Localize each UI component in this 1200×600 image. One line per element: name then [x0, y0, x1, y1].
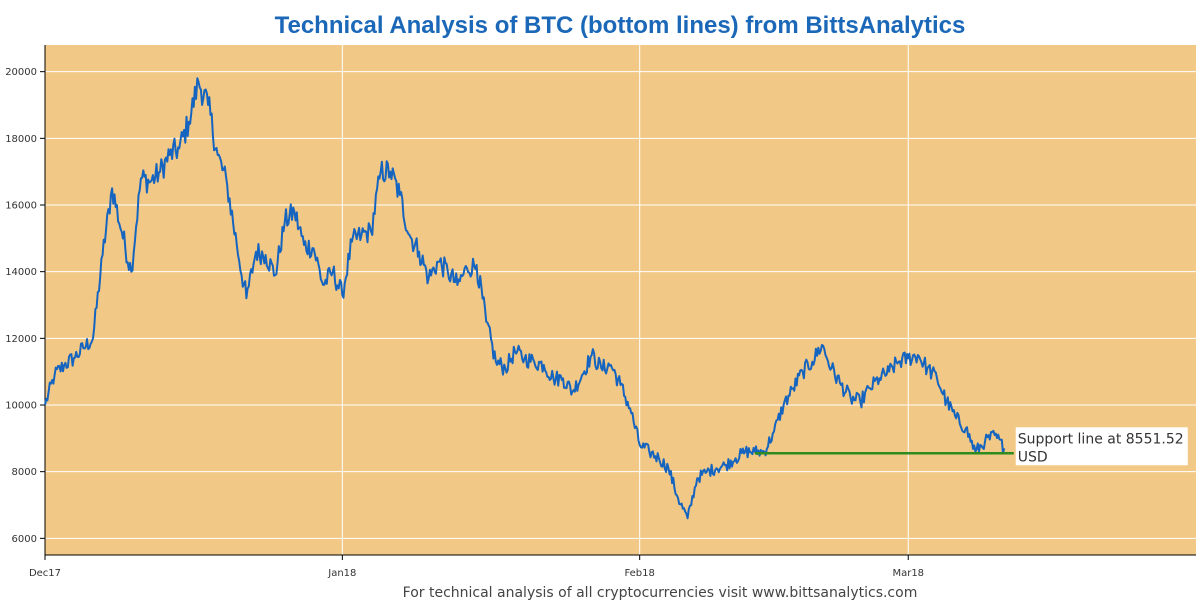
y-tick-label: 14000 [5, 267, 37, 278]
series-lines [44, 77, 1014, 520]
footer-text: For technical analysis of all cryptocurr… [403, 585, 918, 600]
grid-lines [44, 45, 1196, 555]
axes [40, 45, 1196, 560]
x-tick-label: Dec17 [29, 568, 61, 579]
y-tick-label: 8000 [12, 467, 37, 478]
chart-title: Technical Analysis of BTC (bottom lines)… [275, 12, 966, 39]
x-tick-label: Feb18 [624, 568, 654, 579]
y-tick-label: 20000 [5, 67, 37, 78]
support-label-line-2: USD [1018, 449, 1048, 465]
y-tick-label: 6000 [12, 534, 37, 545]
plot-background [45, 45, 1196, 555]
annotations: Support line at 8551.52 USD [1015, 427, 1188, 466]
x-tick-label: Jan18 [327, 568, 356, 579]
y-tick-label: 10000 [5, 401, 37, 412]
btc-price-line [44, 77, 1006, 520]
y-tick-label: 12000 [5, 334, 37, 345]
y-tick-label: 18000 [5, 134, 37, 145]
support-label-line-1: Support line at 8551.52 [1018, 431, 1184, 447]
x-tick-label: Mar18 [892, 568, 924, 579]
plot-area [45, 45, 1196, 555]
tick-labels: 6000 8000 10000 12000 14000 16000 18000 20000 De… [5, 67, 924, 579]
y-tick-label: 16000 [5, 201, 37, 212]
support-label-background [1015, 427, 1188, 466]
